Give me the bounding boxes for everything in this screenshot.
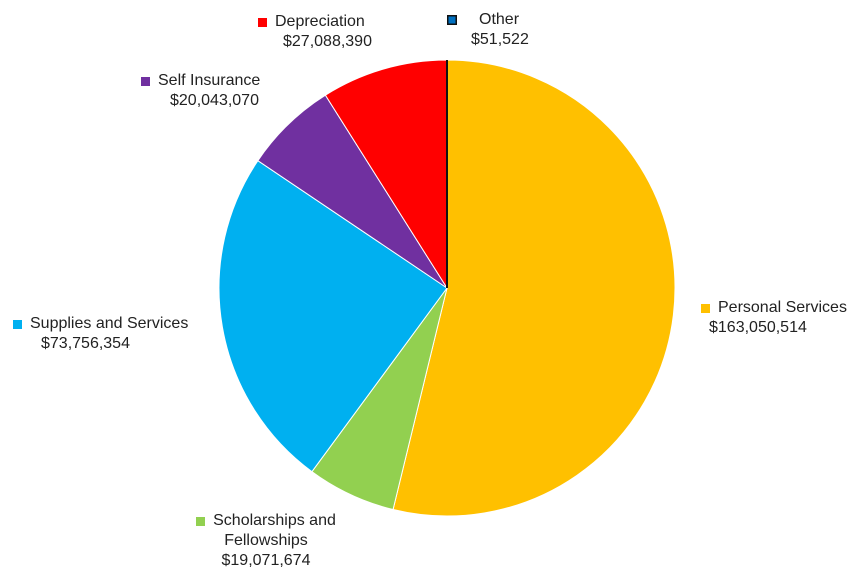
label-scholarships-and-fellowships: Scholarships and Fellowships $19,071,674	[178, 511, 354, 571]
label-depreciation: Depreciation $27,088,390	[258, 12, 372, 52]
legend-swatch-other	[447, 15, 457, 25]
slice-label-depreciation: Depreciation	[275, 13, 365, 30]
legend-swatch-scholarships-and-fellowships	[196, 516, 206, 526]
legend-swatch-depreciation	[258, 17, 267, 27]
label-other: Other $51,522	[447, 10, 529, 50]
slice-label-scholarships-line1: Scholarships and	[213, 512, 336, 529]
slice-value-self-insurance: $20,043,070	[170, 92, 259, 109]
slice-label-personal-services: Personal Services	[718, 299, 847, 316]
slice-value-supplies-and-services: $73,756,354	[41, 335, 130, 352]
label-personal-services: Personal Services $163,050,514	[701, 298, 847, 338]
slice-value-personal-services: $163,050,514	[709, 319, 807, 336]
label-self-insurance: Self Insurance $20,043,070	[141, 71, 260, 111]
pie-slice-personal-services	[392, 59, 676, 517]
slice-value-other: $51,522	[471, 31, 529, 48]
slice-value-depreciation: $27,088,390	[283, 33, 372, 50]
slice-value-scholarships-and-fellowships: $19,071,674	[221, 552, 311, 569]
slice-label-other: Other	[479, 11, 520, 28]
pie-slice-depreciation	[324, 59, 448, 290]
legend-swatch-personal-services	[701, 303, 710, 313]
slice-label-self-insurance: Self Insurance	[158, 72, 261, 89]
slice-label-scholarships-line2: Fellowships	[224, 532, 308, 549]
legend-swatch-self-insurance	[141, 76, 150, 86]
label-supplies-and-services: Supplies and Services $73,756,354	[13, 314, 188, 354]
legend-swatch-supplies-and-services	[13, 319, 22, 329]
slice-label-supplies-and-services: Supplies and Services	[30, 315, 189, 332]
pie-slice-supplies-and-services	[218, 159, 448, 473]
